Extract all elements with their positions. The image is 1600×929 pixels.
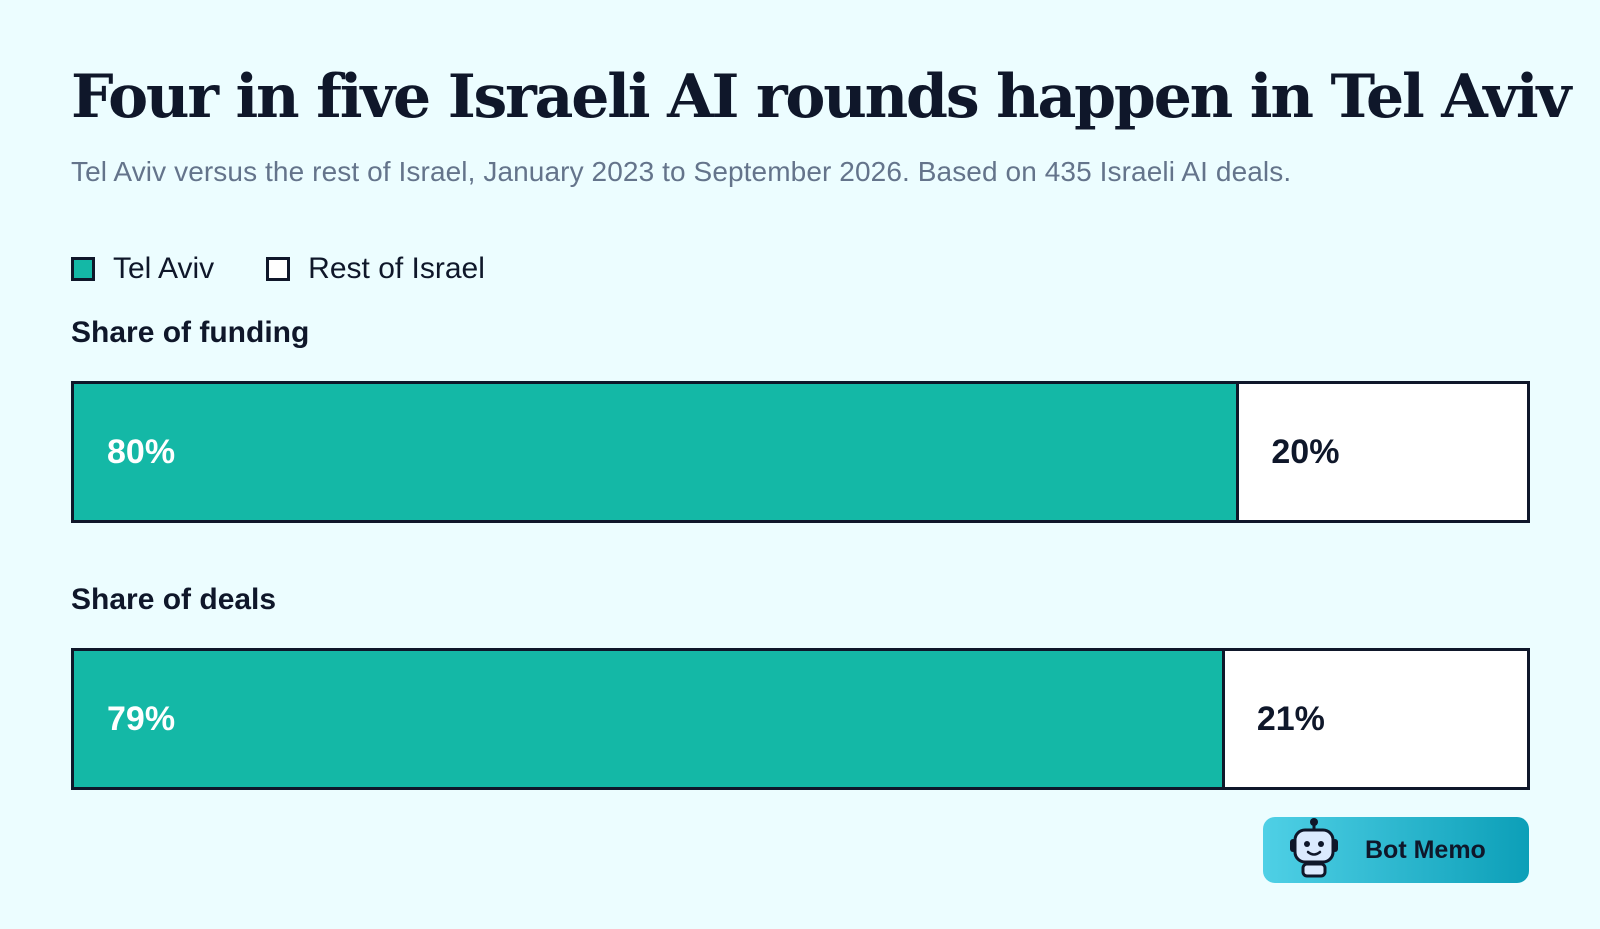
legend-label-tel-aviv: Tel Aviv [113, 252, 215, 285]
data-label-funding-tel-aviv: 80% [107, 432, 176, 471]
bar-deals: 79% 21% [71, 648, 1530, 790]
legend-item-tel-aviv: Tel Aviv [71, 252, 214, 286]
legend-item-rest-of-israel: Rest of Israel [266, 252, 485, 286]
robot-icon [1285, 817, 1343, 883]
bar-funding: 80% 20% [71, 381, 1530, 523]
chart-title: Four in five Israeli AI rounds happen in… [71, 62, 1571, 132]
brand-name: Bot Memo [1365, 835, 1486, 864]
category-label-deals: Share of deals [71, 583, 277, 616]
legend-swatch-tel-aviv [71, 257, 95, 281]
legend-label-rest-of-israel: Rest of Israel [308, 252, 485, 285]
brand-badge: Bot Memo [1263, 817, 1529, 883]
category-label-funding: Share of funding [71, 316, 310, 349]
chart-subtitle: Tel Aviv versus the rest of Israel, Janu… [71, 156, 1292, 187]
bar-segment-funding-tel-aviv: 80% [74, 384, 1237, 520]
data-label-deals-rest-of-israel: 21% [1256, 699, 1325, 738]
bar-segment-deals-rest-of-israel: 21% [1221, 651, 1527, 787]
bar-segment-funding-rest-of-israel: 20% [1236, 384, 1527, 520]
data-label-deals-tel-aviv: 79% [107, 699, 176, 738]
legend-swatch-rest-of-israel [266, 257, 291, 281]
data-label-funding-rest-of-israel: 20% [1271, 432, 1340, 471]
bar-segment-deals-tel-aviv: 79% [74, 651, 1222, 787]
legend: Tel Aviv Rest of Israel [71, 252, 537, 286]
